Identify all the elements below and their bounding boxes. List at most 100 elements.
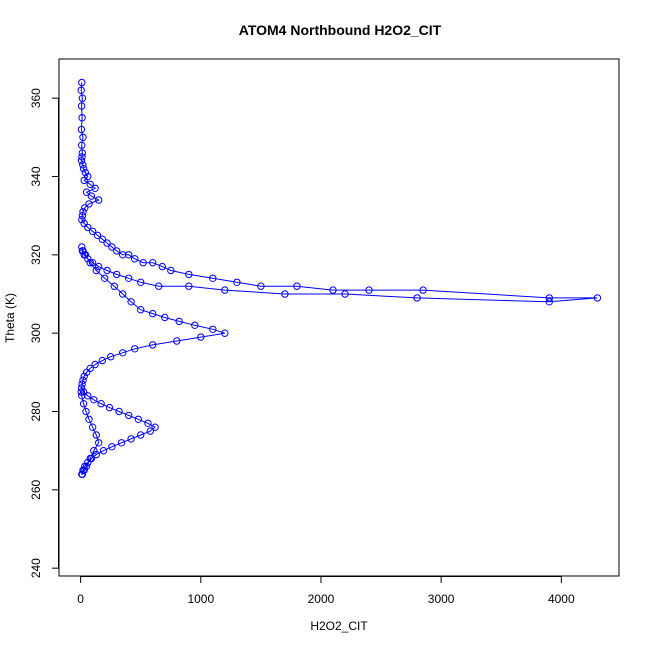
data-point — [593, 294, 602, 302]
data-point — [84, 223, 92, 232]
data-point — [81, 168, 90, 177]
data-point — [185, 282, 193, 290]
data-point — [79, 208, 87, 216]
data-point — [131, 255, 139, 263]
data-point — [146, 427, 155, 435]
data-point — [149, 309, 157, 318]
data-point — [173, 337, 181, 345]
data-point — [108, 243, 116, 251]
data-point — [81, 251, 90, 259]
data-point — [78, 141, 86, 149]
data-point — [281, 290, 289, 298]
data-point — [78, 380, 86, 388]
data-point — [209, 274, 217, 282]
x-tick-label: 2000 — [308, 592, 335, 606]
data-point — [221, 286, 229, 294]
data-point — [419, 286, 427, 294]
y-tick-label: 260 — [29, 480, 43, 500]
x-axis-label: H2O2_CIT — [310, 619, 368, 633]
data-point — [79, 133, 87, 142]
data-point — [79, 165, 88, 173]
data-point — [95, 262, 103, 271]
data-point — [209, 325, 217, 333]
x-tick-label: 0 — [77, 592, 84, 606]
data-point — [365, 286, 373, 294]
data-point — [92, 431, 101, 439]
data-point — [185, 270, 193, 279]
data-point — [97, 400, 105, 408]
data-point — [79, 400, 88, 408]
data-point — [86, 180, 94, 189]
y-tick-label: 280 — [29, 401, 43, 421]
data-point — [88, 259, 97, 267]
y-tick-label: 320 — [29, 245, 43, 265]
data-point — [545, 294, 553, 302]
y-tick-label: 240 — [29, 558, 43, 578]
data-point — [127, 435, 135, 443]
data-point — [78, 114, 86, 122]
data-point — [78, 94, 87, 102]
data-point — [233, 278, 241, 286]
data-point — [149, 259, 157, 267]
data-point — [93, 231, 102, 240]
x-tick-label: 4000 — [548, 592, 575, 606]
data-point — [119, 290, 127, 298]
data-point — [78, 153, 86, 161]
data-point — [78, 470, 87, 478]
data-point — [95, 439, 103, 447]
data-point — [101, 274, 109, 282]
data-point — [257, 282, 265, 290]
data-point — [341, 290, 349, 298]
plot-area — [77, 78, 602, 478]
y-tick-label: 340 — [29, 166, 43, 186]
data-point — [115, 407, 123, 416]
data-point — [175, 317, 183, 326]
data-point — [82, 188, 91, 196]
y-tick-label: 360 — [29, 88, 43, 108]
series-line — [80, 82, 598, 475]
data-point — [329, 286, 337, 294]
data-point — [92, 450, 101, 459]
data-point — [144, 419, 152, 427]
data-point — [88, 227, 97, 236]
data-point — [82, 462, 91, 470]
plot-frame — [58, 58, 620, 577]
data-point — [197, 333, 205, 341]
data-point — [78, 215, 86, 224]
data-point — [107, 353, 115, 361]
data-point — [161, 313, 169, 322]
data-point — [88, 423, 97, 431]
y-axis-label: Theta (K) — [3, 293, 17, 343]
data-point — [91, 184, 99, 193]
data-point — [77, 157, 86, 165]
data-point — [134, 415, 143, 423]
data-point — [82, 407, 90, 416]
data-point — [103, 239, 111, 247]
data-point — [77, 86, 85, 95]
data-point — [113, 270, 121, 279]
data-point — [167, 266, 175, 275]
data-point — [79, 388, 88, 396]
data-point — [85, 415, 93, 423]
data-point — [77, 388, 85, 396]
data-point — [137, 278, 145, 286]
x-tick-label: 1000 — [187, 592, 214, 606]
x-axis: 0 1000 2000 3000 4000 — [77, 576, 575, 606]
data-point — [117, 439, 126, 447]
data-point — [91, 360, 99, 369]
data-point — [77, 125, 86, 134]
data-point — [98, 235, 107, 243]
data-point — [137, 306, 145, 314]
data-point — [99, 447, 108, 455]
data-point — [413, 294, 421, 302]
data-point — [79, 161, 87, 169]
data-point — [110, 282, 119, 290]
data-point — [131, 345, 139, 353]
data-point — [151, 423, 159, 431]
data-point — [127, 298, 135, 306]
data-point — [78, 392, 86, 400]
data-point — [125, 251, 133, 259]
data-point — [78, 149, 87, 157]
data-point — [79, 376, 87, 384]
